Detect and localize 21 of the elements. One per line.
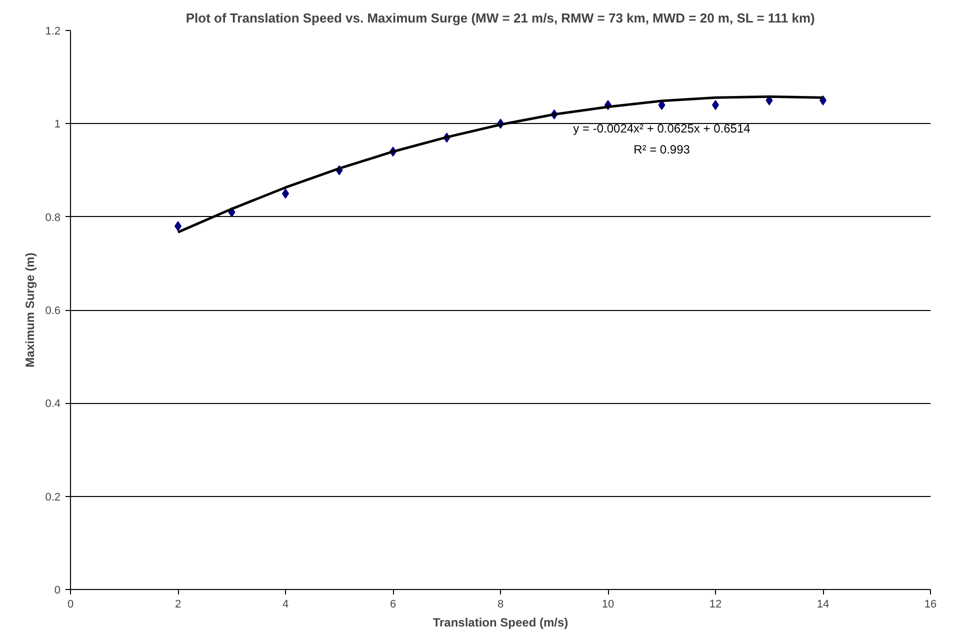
y-tick-label: 0 [54, 584, 61, 596]
y-tick-label: 0.4 [45, 398, 61, 410]
chart-title: Plot of Translation Speed vs. Maximum Surge (MW = 21 m/s, RMW = 73 km, MWD = 20 m, SL = 111 km) [186, 10, 815, 26]
x-tick-label: 12 [709, 598, 722, 610]
x-tick-label: 4 [282, 598, 289, 610]
x-tick-label: 16 [924, 598, 937, 610]
y-axis-title: Maximum Surge (m) [23, 252, 38, 368]
x-tick-label: 2 [174, 598, 182, 610]
x-axis-title: Translation Speed (m/s) [432, 616, 568, 630]
x-tick-label: 6 [390, 598, 396, 610]
y-tick-label: 0.6 [45, 305, 61, 317]
x-tick-label: 10 [602, 598, 614, 610]
x-tick-label: 8 [497, 598, 504, 610]
y-tick-label: 0.8 [45, 212, 61, 224]
annotation: R² = 0.993 [634, 142, 690, 156]
annotation: y = -0.0024x² + 0.0625x + 0.6514 [573, 121, 751, 136]
x-tick-label: 0 [67, 598, 74, 610]
y-tick-label: 1.2 [45, 26, 61, 38]
y-tick-label: 0.2 [45, 491, 61, 504]
x-tick-label: 14 [816, 598, 830, 610]
y-tick-label: 1 [54, 118, 61, 131]
